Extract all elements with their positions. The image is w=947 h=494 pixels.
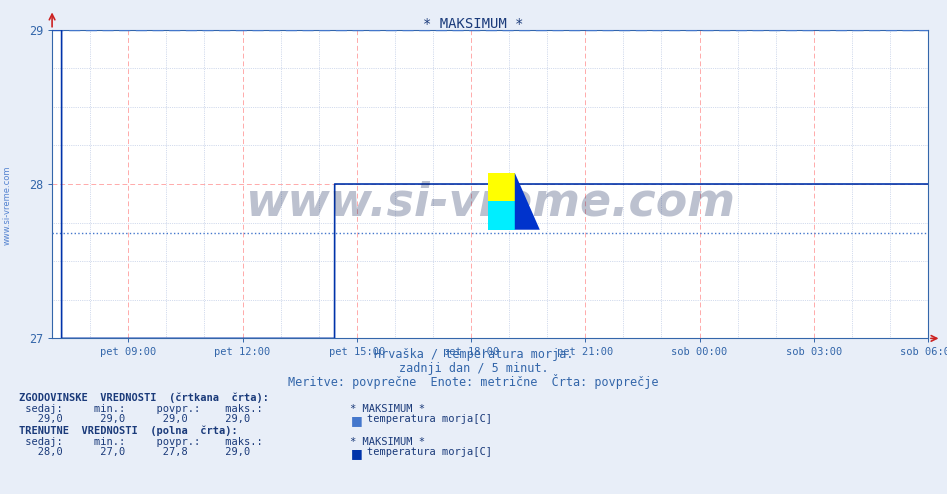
Polygon shape	[488, 202, 515, 230]
Polygon shape	[488, 173, 515, 202]
Text: sedaj:     min.:     povpr.:    maks.:: sedaj: min.: povpr.: maks.:	[19, 404, 262, 413]
Text: * MAKSIMUM *: * MAKSIMUM *	[350, 437, 425, 447]
Text: Meritve: povprečne  Enote: metrične  Črta: povprečje: Meritve: povprečne Enote: metrične Črta:…	[288, 374, 659, 389]
Text: ■: ■	[350, 414, 362, 427]
Text: ■: ■	[350, 447, 362, 460]
Text: 28,0      27,0      27,8      29,0: 28,0 27,0 27,8 29,0	[19, 447, 250, 457]
Text: Hrvaška / temperatura morja.: Hrvaška / temperatura morja.	[374, 348, 573, 361]
Text: www.si-vreme.com: www.si-vreme.com	[3, 165, 12, 245]
Text: temperatura morja[C]: temperatura morja[C]	[367, 414, 492, 424]
Polygon shape	[515, 173, 540, 230]
Text: * MAKSIMUM *: * MAKSIMUM *	[350, 404, 425, 413]
Text: TRENUTNE  VREDNOSTI  (polna  črta):: TRENUTNE VREDNOSTI (polna črta):	[19, 426, 238, 436]
Text: zadnji dan / 5 minut.: zadnji dan / 5 minut.	[399, 362, 548, 374]
Text: ZGODOVINSKE  VREDNOSTI  (črtkana  črta):: ZGODOVINSKE VREDNOSTI (črtkana črta):	[19, 393, 269, 403]
Text: 29,0      29,0      29,0      29,0: 29,0 29,0 29,0 29,0	[19, 414, 250, 424]
Text: sedaj:     min.:     povpr.:    maks.:: sedaj: min.: povpr.: maks.:	[19, 437, 262, 447]
Text: temperatura morja[C]: temperatura morja[C]	[367, 447, 492, 457]
Text: * MAKSIMUM *: * MAKSIMUM *	[423, 17, 524, 31]
Text: www.si-vreme.com: www.si-vreme.com	[245, 180, 735, 225]
